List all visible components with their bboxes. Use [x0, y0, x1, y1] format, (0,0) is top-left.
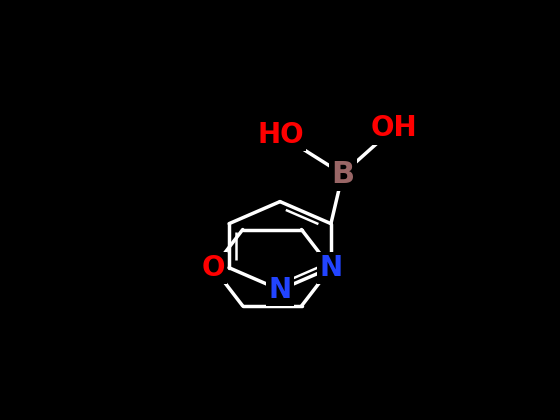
Text: N: N	[268, 276, 292, 304]
Text: OH: OH	[370, 114, 417, 142]
Text: HO: HO	[257, 121, 304, 149]
Text: N: N	[319, 254, 343, 282]
Text: O: O	[202, 254, 225, 282]
Text: B: B	[331, 160, 354, 189]
